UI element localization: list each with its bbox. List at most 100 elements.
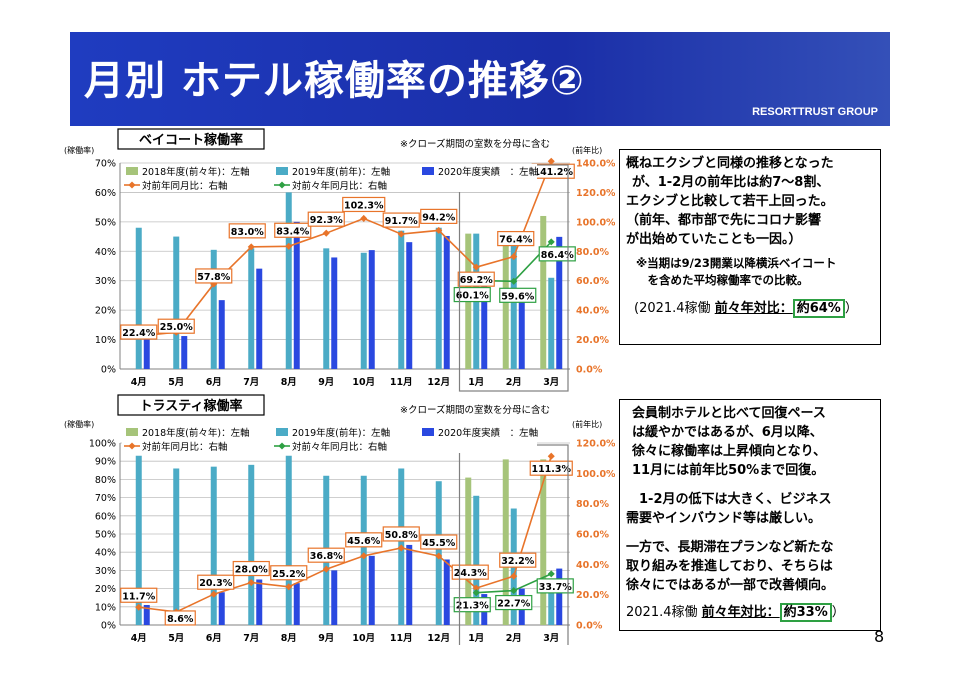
bar-0 <box>502 459 509 625</box>
data-label-box <box>197 574 235 590</box>
x-tick-label: 11月 <box>390 377 413 388</box>
baycourt-commentary: 概ねエクシブと同様の推移となった が、1-2月の前年比は約7～8割、 エクシブと… <box>619 149 881 345</box>
series-point-0 <box>472 584 480 592</box>
data-label: 32.2% <box>501 556 534 567</box>
series-point-0 <box>210 590 218 598</box>
y2-tick-label: 0.0% <box>576 365 603 376</box>
series-point-1 <box>547 238 555 246</box>
comment-line: が、1-2月の前年比は約7～8割、 <box>632 175 830 190</box>
legend-swatch <box>126 167 138 175</box>
bar-1 <box>210 249 217 369</box>
y-tick-label: 50% <box>95 530 116 541</box>
x-tick-label: 7月 <box>243 377 259 388</box>
data-label: 59.6% <box>501 291 534 302</box>
bar-0 <box>540 215 547 369</box>
data-label: 50.8% <box>385 530 418 541</box>
bar-1 <box>285 455 292 625</box>
bar-2 <box>443 559 450 625</box>
comment-line: 需要やインバウンド等は厳しい。 <box>626 511 822 526</box>
legend-marker <box>128 442 136 450</box>
left-axis-label: (稼働率) <box>64 419 94 429</box>
comment-line: 徐々に稼働率は上昇傾向となり、 <box>632 444 827 459</box>
y2-tick-label: 80.0% <box>576 247 609 258</box>
series-point-0 <box>322 565 330 573</box>
data-label: 25.0% <box>160 322 193 333</box>
bar-1 <box>248 248 255 369</box>
data-label-box <box>457 271 495 287</box>
legend-marker <box>278 181 286 189</box>
data-label: 8.6% <box>167 614 194 625</box>
bar-1 <box>248 464 255 625</box>
title-banner: 月別 ホテル稼働率の推移② RESORTTRUST GROUP <box>70 32 890 126</box>
data-label-box <box>453 286 491 303</box>
series-point-1 <box>472 589 480 597</box>
bar-1 <box>173 236 180 369</box>
bar-2 <box>293 583 300 625</box>
series-point-0 <box>435 226 443 234</box>
data-label-box <box>499 287 537 303</box>
y-tick-label: 40% <box>95 548 116 559</box>
comment-line: が出始めていたことも一因。） <box>626 232 802 247</box>
y2-tick-label: 40.0% <box>576 306 609 317</box>
comment-line: は緩やかではあるが、6月以降、 <box>632 425 823 440</box>
series-point-0 <box>247 243 255 251</box>
note-line: ※当期は9/23開業以降横浜ベイコート <box>636 256 837 270</box>
data-label: 45.5% <box>422 538 455 549</box>
bar-2 <box>181 336 188 369</box>
series-point-0 <box>285 242 293 250</box>
y2-tick-label: 120.0% <box>576 188 615 199</box>
y2-tick-label: 40.0% <box>576 560 609 571</box>
comment-line: 取り組みを推進しており、そちらは <box>626 559 833 574</box>
series-point-0 <box>510 572 518 580</box>
legend-label: 2019年度(前年)：左軸 <box>292 166 390 178</box>
data-label: 25.2% <box>272 569 305 580</box>
bar-2 <box>368 555 375 625</box>
y-tick-label: 100% <box>89 439 116 450</box>
right-axis-label: (前年比) <box>572 145 602 155</box>
data-label-box <box>307 547 345 563</box>
summary-value: 約64% <box>792 299 845 318</box>
data-label-box <box>342 196 386 213</box>
data-label: 57.8% <box>197 272 230 283</box>
y-tick-label: 10% <box>95 602 116 613</box>
data-label: 86.4% <box>541 250 574 261</box>
comment-line: 概ねエクシブと同様の推移となった <box>626 156 834 171</box>
legend-swatch <box>276 428 288 436</box>
bar-1 <box>210 466 217 625</box>
series-line-0 <box>138 160 552 337</box>
chart-title-box <box>117 128 265 150</box>
x-tick-label: 3月 <box>543 377 559 388</box>
legend-label: 対前年同月比：右軸 <box>142 441 228 453</box>
data-label-box <box>274 222 312 238</box>
chart-title: トラスティ稼働率 <box>140 398 243 414</box>
y-tick-label: 10% <box>95 335 116 346</box>
data-label: 92.3% <box>310 215 343 226</box>
data-label-box <box>420 534 458 550</box>
comment-line: 1-2月の低下は大きく、ビジネス <box>626 492 832 507</box>
bar-2 <box>556 568 563 625</box>
data-label: 76.4% <box>499 235 532 246</box>
trusty-occupancy-chart: トラスティ稼働率 ※クローズ期間の室数を分母に含む (稼働率) (前年比) 0% 10% 2… <box>64 394 615 645</box>
summary-value: 約33% <box>779 603 832 622</box>
bar-2 <box>218 592 225 625</box>
y-tick-label: 20% <box>95 584 116 595</box>
x-tick-label: 1月 <box>468 377 484 388</box>
data-label: 141.2% <box>533 167 573 178</box>
data-label-box <box>529 460 573 476</box>
legend-swatch <box>276 167 288 175</box>
right-axis-label: (前年比) <box>572 419 602 429</box>
data-label: 22.4% <box>122 328 155 339</box>
bar-1 <box>323 248 330 369</box>
x-tick-label: 1月 <box>468 633 484 644</box>
comment-line: エクシブと比較して若干上回った。 <box>626 194 834 209</box>
comment-line: 会員制ホテルと比べて回復ペース <box>632 406 826 421</box>
y-tick-label: 50% <box>95 217 116 228</box>
x-tick-label: 8月 <box>281 377 297 388</box>
legend-label: 2019年度(前年)：左軸 <box>292 427 390 439</box>
y2-tick-label: 60.0% <box>576 530 609 541</box>
data-label-box <box>536 578 574 594</box>
left-axis-label: (稼働率) <box>64 145 94 155</box>
data-label: 24.3% <box>454 568 487 579</box>
y-tick-label: 20% <box>95 306 116 317</box>
y2-tick-label: 20.0% <box>576 335 609 346</box>
